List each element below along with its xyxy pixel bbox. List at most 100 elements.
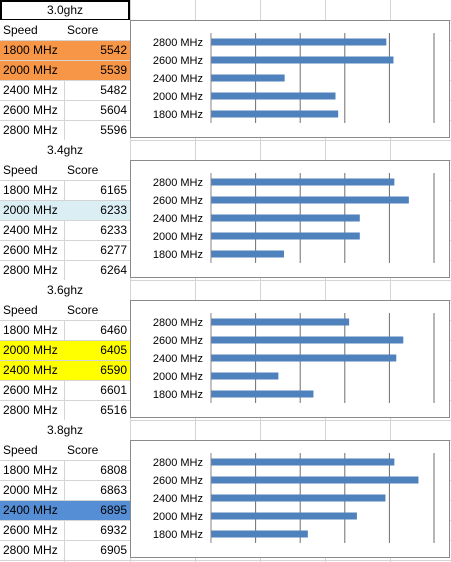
block-title-cell[interactable]: 3.8ghz [0, 420, 130, 440]
score-cell[interactable]: 6460 [100, 323, 127, 337]
bar-chart-svg: 2800 MHz 2600 MHz 2400 MHz 2000 MHz 1800 MHz [153, 173, 435, 263]
score-cell[interactable]: 6264 [100, 263, 127, 277]
block-title-cell[interactable]: 3.4ghz [0, 140, 130, 160]
speed-cell[interactable]: 2800 MHz [3, 543, 58, 557]
bar[interactable] [211, 458, 395, 466]
speed-cell[interactable]: 2000 MHz [3, 483, 58, 497]
bar[interactable] [211, 512, 357, 520]
category-tick-label: 1800 MHz [153, 529, 203, 541]
bar[interactable] [211, 74, 285, 82]
score-header-cell[interactable]: Score [64, 440, 130, 460]
bar[interactable] [211, 372, 279, 380]
bar[interactable] [211, 250, 284, 258]
score-cell[interactable]: 5604 [100, 103, 127, 117]
speed-cell[interactable]: 1800 MHz [0, 41, 64, 60]
speed-cell[interactable]: 2400 MHz [0, 361, 64, 380]
bar[interactable] [211, 92, 336, 100]
speed-header-cell[interactable]: Speed [0, 300, 64, 320]
bar[interactable] [211, 494, 386, 502]
category-tick-label: 2400 MHz [153, 73, 203, 85]
score-header-cell[interactable]: Score [64, 20, 130, 40]
bar[interactable] [211, 354, 397, 362]
bar[interactable] [211, 196, 409, 204]
score-cell[interactable]: 6905 [100, 543, 127, 557]
speed-cell[interactable]: 1800 MHz [3, 323, 58, 337]
speed-cell[interactable]: 2800 MHz [3, 123, 58, 137]
bar-chart[interactable]: 2800 MHz 2600 MHz 2400 MHz 2000 MHz 1800 MHz [130, 440, 450, 558]
score-header-cell[interactable]: Score [64, 160, 130, 180]
category-tick-label: 2400 MHz [153, 353, 203, 365]
score-cell[interactable]: 6895 [64, 501, 130, 520]
bar-chart-svg: 2800 MHz 2600 MHz 2400 MHz 2000 MHz 1800 MHz [153, 313, 435, 403]
speed-cell[interactable]: 2600 MHz [3, 243, 58, 257]
speed-cell[interactable]: 2600 MHz [3, 383, 58, 397]
category-tick-label: 1800 MHz [153, 109, 203, 121]
speed-header-cell[interactable]: Speed [0, 160, 64, 180]
speed-cell[interactable]: 2000 MHz [0, 61, 64, 80]
score-cell[interactable]: 6863 [100, 483, 127, 497]
bar[interactable] [211, 214, 360, 222]
bar-chart[interactable]: 2800 MHz 2600 MHz 2400 MHz 2000 MHz 1800 MHz [130, 160, 450, 278]
speed-cell[interactable]: 2800 MHz [3, 403, 58, 417]
category-tick-label: 2600 MHz [153, 475, 203, 487]
score-cell[interactable]: 6516 [100, 403, 127, 417]
score-header-cell[interactable]: Score [64, 300, 130, 320]
score-cell[interactable]: 6932 [100, 523, 127, 537]
bar-chart-svg: 2800 MHz 2600 MHz 2400 MHz 2000 MHz 1800 MHz [153, 453, 435, 543]
score-cell[interactable]: 6601 [100, 383, 127, 397]
bar[interactable] [211, 390, 314, 398]
category-tick-label: 2000 MHz [153, 511, 203, 523]
bar[interactable] [211, 110, 339, 118]
speed-header-cell[interactable]: Speed [0, 440, 64, 460]
bar-chart-svg: 2800 MHz 2600 MHz 2400 MHz 2000 MHz 1800 MHz [153, 33, 435, 123]
score-cell[interactable]: 6165 [100, 183, 127, 197]
score-cell[interactable]: 5542 [64, 41, 130, 60]
block-title-cell[interactable]: 3.0ghz [0, 0, 130, 21]
category-tick-label: 2600 MHz [153, 335, 203, 347]
speed-cell[interactable]: 2400 MHz [3, 223, 58, 237]
speed-cell[interactable]: 1800 MHz [3, 463, 58, 477]
category-tick-label: 2400 MHz [153, 493, 203, 505]
speed-cell[interactable]: 2400 MHz [0, 501, 64, 520]
speed-cell[interactable]: 2000 MHz [0, 201, 64, 220]
score-cell[interactable]: 5596 [100, 123, 127, 137]
category-tick-label: 2800 MHz [153, 457, 203, 469]
bar[interactable] [211, 56, 394, 64]
score-cell[interactable]: 6590 [64, 361, 130, 380]
speed-cell[interactable]: 2600 MHz [3, 103, 58, 117]
category-tick-label: 2600 MHz [153, 55, 203, 67]
category-tick-label: 2000 MHz [153, 371, 203, 383]
bar[interactable] [211, 476, 419, 484]
score-cell[interactable]: 6808 [100, 463, 127, 477]
category-tick-label: 1800 MHz [153, 389, 203, 401]
bar-chart[interactable]: 2800 MHz 2600 MHz 2400 MHz 2000 MHz 1800 MHz [130, 300, 450, 418]
category-tick-label: 2000 MHz [153, 231, 203, 243]
speed-cell[interactable]: 2600 MHz [3, 523, 58, 537]
category-tick-label: 2000 MHz [153, 91, 203, 103]
score-cell[interactable]: 5539 [64, 61, 130, 80]
score-cell[interactable]: 5482 [100, 83, 127, 97]
speed-header-cell[interactable]: Speed [0, 20, 64, 40]
score-cell[interactable]: 6277 [100, 243, 127, 257]
category-tick-label: 1800 MHz [153, 249, 203, 261]
bar-chart[interactable]: 2800 MHz 2600 MHz 2400 MHz 2000 MHz 1800 MHz [130, 20, 450, 138]
score-cell[interactable]: 6233 [100, 223, 127, 237]
category-tick-label: 2800 MHz [153, 317, 203, 329]
score-cell[interactable]: 6233 [64, 201, 130, 220]
bar[interactable] [211, 530, 308, 538]
speed-cell[interactable]: 1800 MHz [3, 183, 58, 197]
speed-cell[interactable]: 2400 MHz [3, 83, 58, 97]
category-tick-label: 2800 MHz [153, 177, 203, 189]
bar[interactable] [211, 336, 404, 344]
speed-cell[interactable]: 2000 MHz [0, 341, 64, 360]
category-tick-label: 2800 MHz [153, 37, 203, 49]
category-tick-label: 2600 MHz [153, 195, 203, 207]
score-cell[interactable]: 6405 [64, 341, 130, 360]
category-tick-label: 2400 MHz [153, 213, 203, 225]
speed-cell[interactable]: 2800 MHz [3, 263, 58, 277]
bar[interactable] [211, 232, 360, 240]
block-title-cell[interactable]: 3.6ghz [0, 280, 130, 300]
bar[interactable] [211, 38, 387, 46]
bar[interactable] [211, 178, 395, 186]
bar[interactable] [211, 318, 350, 326]
